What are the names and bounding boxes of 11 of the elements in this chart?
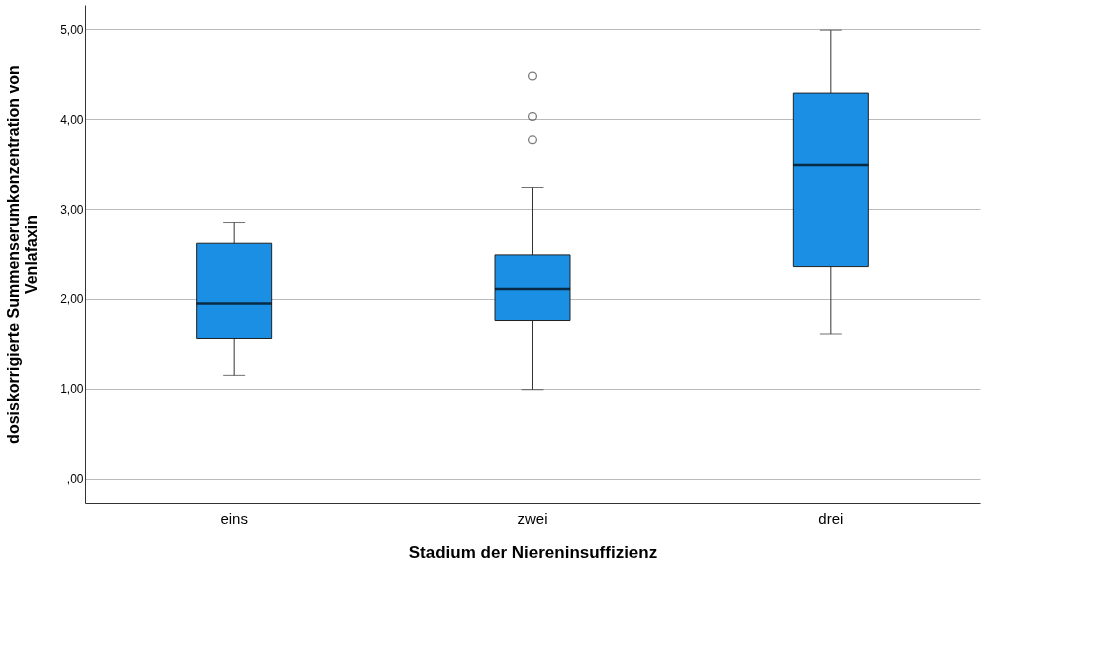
x-tick-label: drei xyxy=(818,509,844,527)
y-tick-label: 3,00 xyxy=(60,202,84,217)
y-tick-label: 1,00 xyxy=(60,382,84,397)
y-axis-title: dosiskorrigierte Summenserumkonzentration von Venlafaxin xyxy=(5,65,41,444)
x-tick-label: zwei xyxy=(517,509,548,527)
y-tick-label: 2,00 xyxy=(60,292,84,307)
y-tick-label: ,00 xyxy=(66,472,84,487)
x-axis-title: Stadium der Niereninsuffizienz xyxy=(408,542,658,562)
x-tick-label: eins xyxy=(220,509,248,527)
y-tick-label: 5,00 xyxy=(60,22,84,37)
y-tick-label: 4,00 xyxy=(60,112,84,127)
